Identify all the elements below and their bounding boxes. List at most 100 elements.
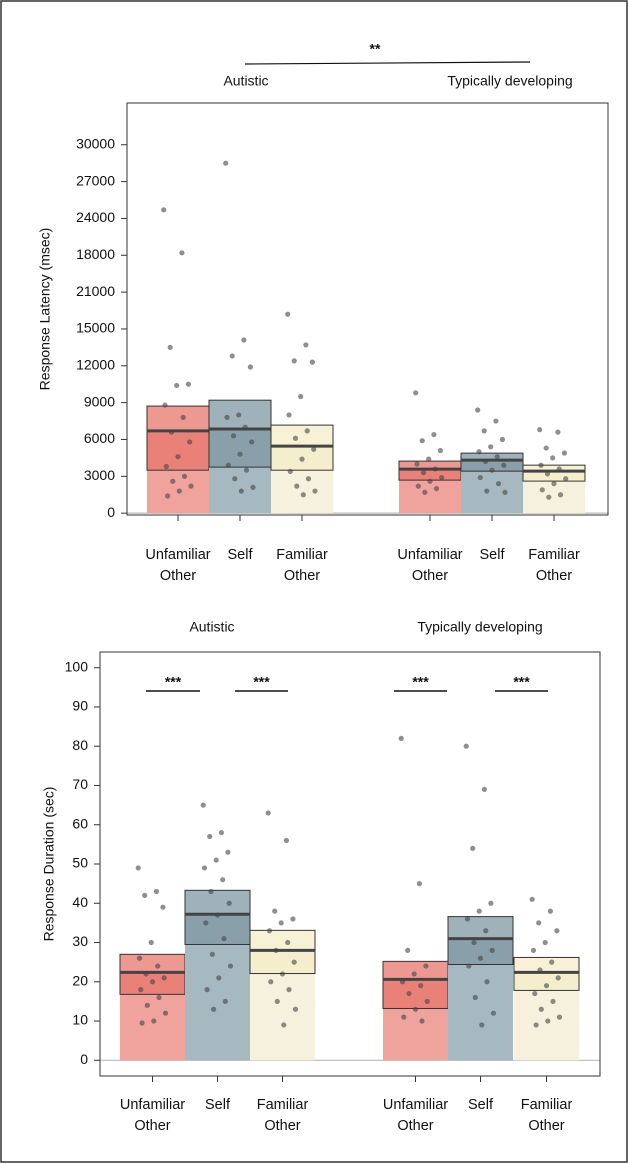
data-point	[285, 311, 291, 317]
x-tick-label: Self	[468, 1097, 493, 1113]
data-point	[278, 920, 284, 926]
plot-frame	[99, 651, 601, 1077]
data-point	[266, 928, 273, 934]
data-point	[143, 971, 149, 977]
data-point	[550, 455, 556, 461]
data-point	[532, 990, 538, 997]
data-point	[222, 998, 228, 1005]
error-box	[208, 399, 272, 468]
data-point	[542, 939, 548, 946]
data-point	[551, 481, 557, 487]
data-point	[214, 912, 221, 918]
data-point	[300, 492, 306, 498]
data-point	[165, 493, 171, 499]
data-point	[419, 1018, 425, 1024]
data-point	[483, 928, 489, 934]
error-box	[146, 405, 210, 471]
data-point	[151, 1018, 157, 1024]
data-point	[136, 955, 143, 961]
data-point	[304, 428, 310, 434]
data-point	[481, 428, 487, 434]
data-point	[472, 994, 478, 1001]
y-tick-label: 10	[72, 1012, 88, 1028]
data-point	[292, 1006, 299, 1012]
data-point	[426, 456, 432, 462]
data-point	[156, 994, 162, 1001]
y-tick-label: 9000	[84, 393, 115, 409]
data-point	[489, 947, 495, 953]
data-point	[488, 444, 494, 450]
data-point	[424, 998, 430, 1005]
data-point	[218, 829, 224, 836]
data-point	[167, 344, 173, 350]
x-tick-label: Self	[479, 547, 505, 563]
y-tick-label: 30	[72, 933, 88, 949]
y-tick-label: 24000	[76, 209, 115, 225]
data-point	[463, 743, 469, 749]
data-point	[200, 802, 206, 808]
data-point	[312, 488, 318, 494]
data-point	[539, 487, 545, 493]
data-point	[494, 454, 500, 460]
data-point	[399, 979, 406, 985]
data-point	[529, 896, 535, 902]
data-point	[437, 447, 443, 454]
data-point	[201, 865, 208, 871]
data-point	[170, 478, 176, 484]
data-point	[273, 947, 279, 953]
data-point	[482, 458, 489, 465]
data-point	[305, 476, 312, 482]
data-point	[225, 462, 231, 468]
data-point	[476, 908, 482, 914]
data-point	[502, 489, 508, 495]
data-point	[208, 888, 214, 895]
data-point	[439, 474, 445, 481]
error-box	[270, 424, 334, 471]
data-point	[216, 975, 222, 981]
data-point	[413, 390, 419, 396]
data-point	[533, 1022, 539, 1028]
data-point	[272, 908, 278, 914]
data-point	[493, 418, 499, 424]
data-point	[479, 1022, 485, 1028]
data-point	[161, 975, 167, 981]
data-point	[484, 979, 490, 985]
data-point	[155, 963, 161, 969]
x-tick-label: Familiar Other	[520, 1097, 573, 1134]
data-point	[227, 963, 234, 969]
x-tick-label: Unfamiliar Other	[145, 547, 211, 584]
data-point	[160, 904, 166, 910]
data-point	[416, 881, 422, 887]
data-point	[490, 1010, 497, 1016]
data-point	[554, 928, 560, 934]
x-tick-label: Unfamiliar Other	[119, 1097, 186, 1134]
y-tick-label: 6000	[84, 430, 115, 446]
data-point	[419, 438, 425, 444]
significance-label: **	[370, 41, 381, 57]
data-point	[149, 979, 156, 985]
y-tick-label: 100	[65, 658, 89, 674]
data-point	[481, 786, 487, 793]
data-point	[471, 939, 477, 946]
y-tick-label: 70	[72, 776, 88, 792]
data-point	[211, 1006, 217, 1012]
data-point	[538, 1006, 544, 1012]
data-point	[187, 439, 193, 445]
x-tick-label: Self	[227, 547, 253, 563]
data-point	[422, 489, 428, 495]
significance-label: ***	[513, 674, 530, 690]
y-tick-label: 0	[107, 504, 115, 520]
data-point	[185, 381, 191, 387]
data-point	[153, 888, 159, 895]
data-point	[530, 947, 537, 953]
data-point	[550, 998, 556, 1005]
y-tick-label: 21000	[76, 283, 115, 299]
data-point	[433, 485, 440, 492]
error-box	[522, 464, 586, 482]
data-point	[220, 877, 226, 883]
data-point	[290, 916, 296, 922]
data-point	[418, 983, 424, 989]
data-point	[488, 900, 494, 906]
data-point	[464, 916, 471, 922]
